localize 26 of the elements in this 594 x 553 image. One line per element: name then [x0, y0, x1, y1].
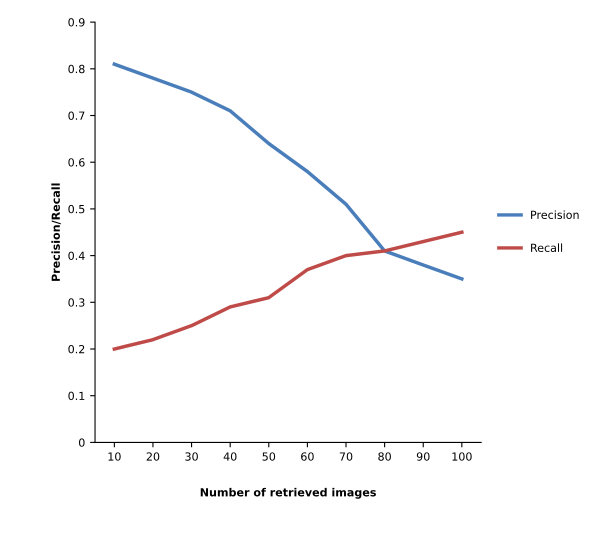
y-tick-label: 0.6	[68, 158, 85, 167]
y-axis-title: Precision/Recall	[51, 184, 61, 281]
x-tick-label: 80	[378, 452, 391, 461]
y-tick-label: 0.9	[68, 18, 85, 26]
x-tick-label: 70	[340, 452, 352, 461]
y-tick-label: 0.4	[68, 252, 85, 260]
x-tick-label: 40	[224, 452, 237, 461]
line-series	[112, 230, 464, 351]
y-tick-label: 0.3	[68, 298, 84, 307]
legend-label: Recall	[531, 243, 562, 252]
x-tick-label: 30	[185, 452, 198, 461]
x-tick-label: 100	[452, 452, 472, 461]
x-tick-label: 10	[108, 452, 121, 461]
y-tick-label: 0	[78, 438, 85, 447]
x-tick-label: 20	[146, 452, 160, 461]
y-tick-label: 0.5	[68, 204, 84, 214]
y-tick-label: 0.7	[68, 111, 84, 120]
line-series	[112, 62, 464, 281]
y-tick-label: 0.8	[68, 64, 85, 74]
x-tick-label: 90	[416, 452, 430, 461]
x-tick-label: 60	[301, 452, 314, 461]
legend-label: Precision	[531, 210, 579, 219]
x-axis-title: Number of retrieved images	[200, 488, 376, 499]
y-tick-label: 0.2	[68, 344, 84, 354]
x-tick-label: 50	[262, 452, 276, 461]
y-tick-label: 0.1	[68, 392, 84, 400]
